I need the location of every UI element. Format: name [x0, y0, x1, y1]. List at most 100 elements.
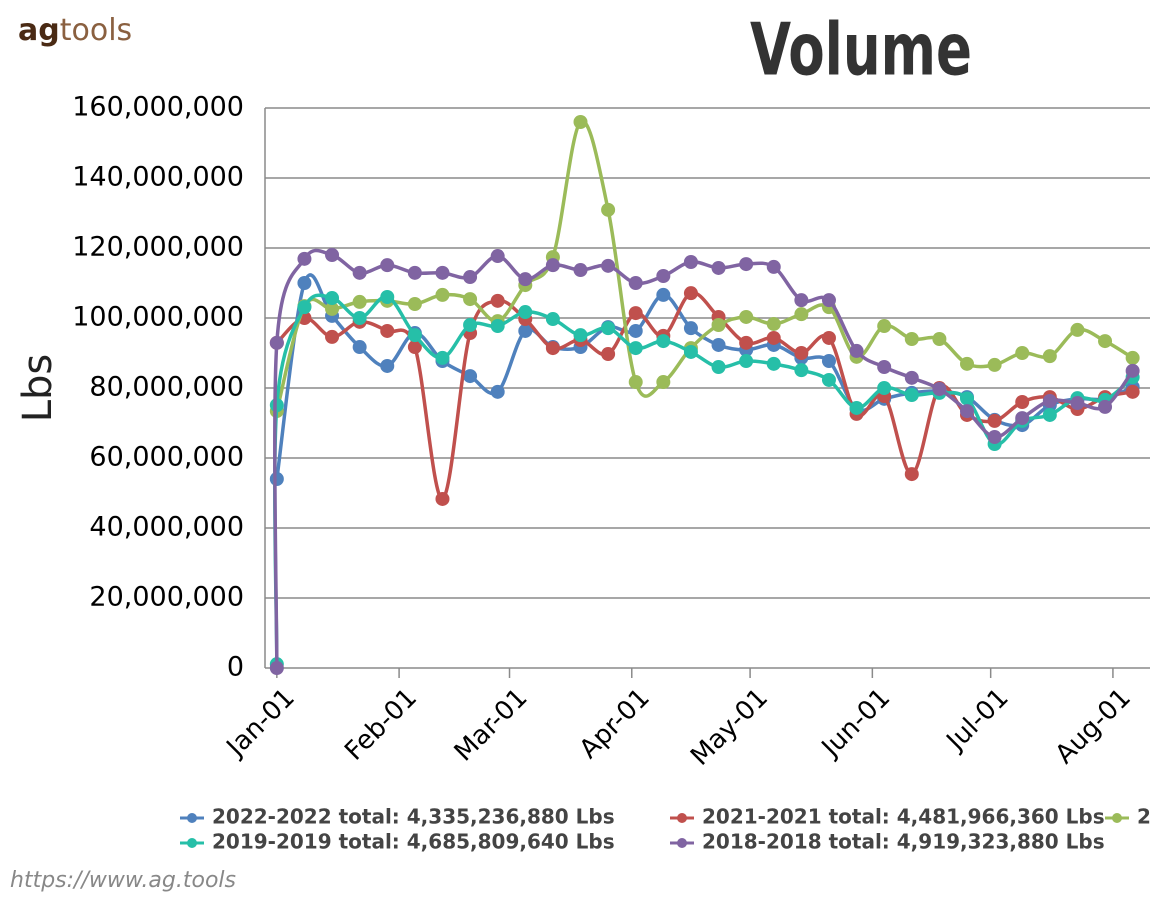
plot-area	[269, 115, 1140, 675]
y-tick-label: 80,000,000	[89, 372, 244, 403]
data-point	[601, 321, 616, 336]
data-point	[821, 330, 836, 345]
data-point	[407, 297, 422, 311]
data-point	[1070, 322, 1085, 337]
data-point	[463, 318, 478, 332]
data-point	[794, 293, 809, 308]
y-tick-label: 120,000,000	[72, 232, 244, 263]
data-point	[960, 356, 975, 371]
data-point	[380, 323, 395, 338]
data-point	[601, 347, 616, 362]
legend-label: 2021-2021 total: 4,481,966,360 Lbs	[702, 805, 1105, 829]
data-point	[490, 384, 505, 399]
data-point	[739, 257, 754, 272]
data-point	[904, 467, 919, 482]
data-point	[794, 363, 809, 378]
data-point	[407, 340, 422, 355]
data-point	[407, 265, 422, 280]
legend-swatch	[1112, 813, 1122, 823]
data-point	[325, 301, 340, 316]
data-point	[407, 328, 422, 343]
data-point	[739, 335, 754, 350]
y-tick-label: 140,000,000	[72, 162, 244, 193]
data-point	[904, 332, 919, 346]
data-point	[656, 287, 671, 302]
data-point	[711, 337, 726, 352]
data-point	[849, 343, 864, 358]
footer-url: https://www.ag.tools	[10, 868, 236, 893]
legend-swatch	[677, 813, 687, 823]
series-line	[275, 291, 1133, 501]
data-point	[490, 249, 505, 264]
data-point	[545, 258, 560, 273]
data-point	[656, 375, 671, 390]
data-point	[1042, 349, 1057, 364]
data-point	[380, 290, 395, 304]
y-tick-label: 0	[227, 652, 244, 683]
logo-right: tools	[60, 13, 132, 48]
data-point	[877, 360, 892, 374]
data-point	[683, 255, 698, 269]
logo: agtools	[18, 13, 132, 48]
data-point	[601, 202, 616, 217]
data-point	[573, 115, 588, 129]
data-point	[1125, 384, 1140, 399]
y-tick-label: 160,000,000	[72, 92, 244, 123]
data-point	[794, 307, 809, 322]
data-point	[628, 323, 643, 338]
data-point	[711, 318, 726, 332]
data-point	[628, 306, 643, 321]
data-point	[987, 357, 1002, 372]
data-point	[628, 375, 643, 390]
data-point	[766, 330, 781, 345]
data-point	[932, 382, 947, 397]
series-line	[275, 273, 1134, 480]
x-tick-label: Jun-01	[815, 683, 896, 764]
y-tick-label: 40,000,000	[89, 512, 244, 543]
data-point	[766, 356, 781, 371]
data-point	[297, 276, 312, 290]
data-point	[1070, 396, 1085, 411]
data-point	[380, 258, 395, 273]
data-point	[821, 372, 836, 387]
data-point	[297, 251, 312, 266]
data-point	[987, 430, 1002, 444]
data-point	[960, 404, 975, 419]
data-point	[849, 400, 864, 415]
data-point	[1098, 334, 1113, 349]
data-point	[518, 323, 533, 338]
data-point	[1042, 393, 1057, 408]
data-point	[904, 388, 919, 402]
data-point	[352, 311, 367, 325]
series-line	[273, 293, 1134, 665]
data-point	[683, 321, 698, 336]
data-point	[1042, 407, 1057, 422]
data-point	[711, 260, 726, 275]
x-tick-label: Feb-01	[339, 683, 423, 767]
data-point	[435, 287, 450, 302]
data-point	[1125, 363, 1140, 378]
x-tick-label: Mar-01	[449, 683, 534, 768]
data-point	[1015, 411, 1030, 426]
legend-swatch	[187, 813, 197, 823]
data-point	[352, 265, 367, 280]
data-point	[601, 258, 616, 273]
data-point	[325, 248, 340, 262]
data-point	[877, 381, 892, 395]
data-point	[794, 346, 809, 360]
data-point	[683, 344, 698, 359]
data-point	[711, 360, 726, 374]
y-tick-label: 60,000,000	[89, 442, 244, 473]
data-point	[821, 354, 836, 369]
chart-title: Volume	[750, 8, 972, 92]
data-point	[1015, 346, 1030, 360]
legend-label: 2019-2019 total: 4,685,809,640 Lbs	[212, 830, 615, 854]
data-point	[904, 370, 919, 385]
x-tick-label: May-01	[685, 683, 774, 772]
data-point	[380, 358, 395, 373]
data-point	[435, 265, 450, 280]
data-point	[739, 309, 754, 324]
data-point	[518, 305, 533, 320]
x-tick-label: Aug-01	[1050, 683, 1137, 770]
